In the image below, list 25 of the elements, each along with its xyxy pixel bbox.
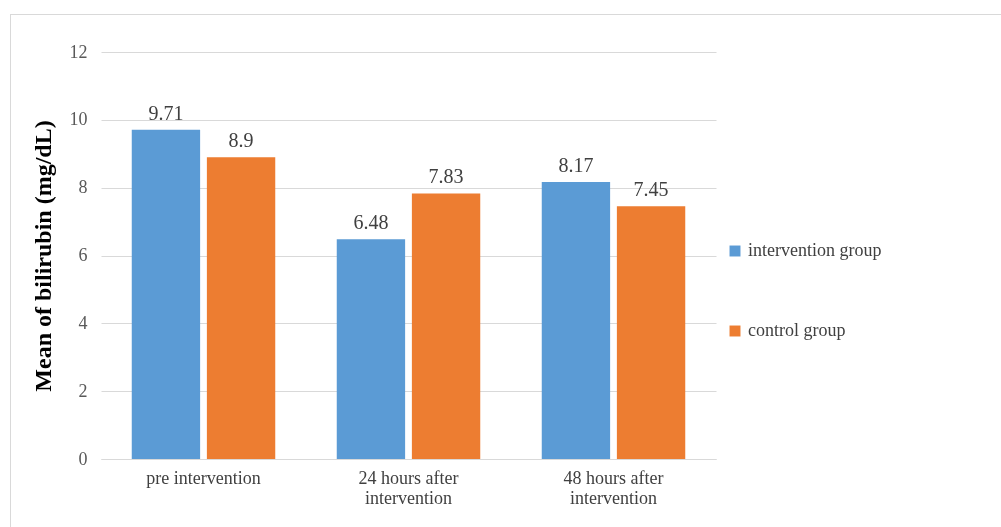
x-tick-label: 48 hours after intervention	[563, 467, 664, 508]
y-tick-label: 0	[78, 448, 88, 469]
y-tick-label: 6	[78, 245, 88, 265]
y-tick-label: 2	[78, 380, 88, 401]
bar	[336, 239, 406, 459]
bar	[616, 206, 686, 459]
data-label: 8.9	[228, 129, 254, 152]
y-tick-label: 8	[78, 177, 88, 198]
x-tick-label: 24 hours after intervention	[358, 467, 459, 508]
data-label: 6.48	[353, 211, 389, 234]
data-label: 7.45	[633, 178, 669, 201]
bar	[411, 193, 481, 459]
data-label: 8.17	[558, 153, 594, 176]
legend-label: control group	[748, 320, 846, 340]
bar	[131, 129, 201, 459]
bar	[206, 157, 276, 459]
legend-label: intervention group	[748, 240, 882, 260]
bar	[541, 181, 611, 459]
data-label: 7.83	[428, 165, 464, 188]
x-tick-label: pre intervention	[146, 467, 261, 488]
y-axis-title: Mean of bilirubin (mg/dL)	[29, 120, 56, 392]
data-label: 9.71	[148, 101, 184, 124]
y-tick-label: 10	[69, 109, 88, 130]
y-tick-label: 12	[69, 41, 88, 62]
y-tick-label: 4	[78, 312, 88, 333]
